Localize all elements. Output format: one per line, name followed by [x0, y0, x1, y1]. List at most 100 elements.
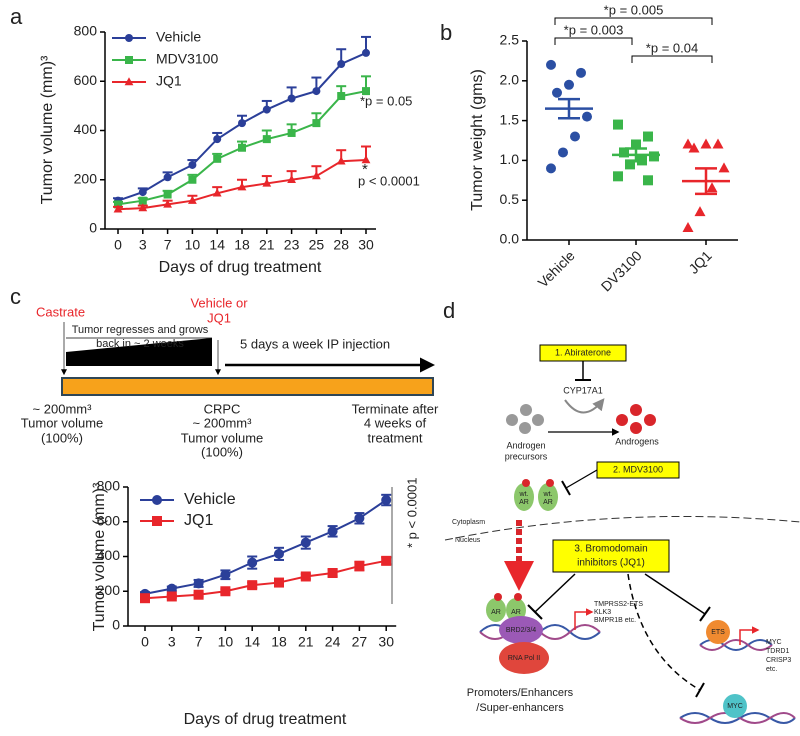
comparison-label: *p = 0.04: [646, 40, 698, 55]
marker: [125, 34, 133, 42]
marker: [213, 135, 222, 144]
marker: [546, 163, 556, 174]
treatment-label: JQ1: [207, 310, 231, 325]
inhibit-line: [534, 573, 576, 613]
x-tick-label: 25: [309, 237, 325, 253]
marker: [274, 548, 284, 559]
marker: [138, 188, 147, 197]
x-tick-label: 18: [271, 634, 287, 650]
marker: [643, 175, 653, 186]
nuclear-membrane: [444, 515, 800, 541]
marker: [336, 156, 346, 165]
crpc-label: (100%): [201, 444, 243, 459]
x-axis-label: Days of drug treatment: [159, 259, 322, 276]
marker: [287, 94, 296, 103]
transcription-arrow: [574, 608, 594, 630]
marker: [193, 589, 204, 600]
marker: [300, 571, 311, 582]
polymerase: [499, 642, 549, 674]
marker: [274, 577, 284, 588]
regression-wedge: [66, 338, 212, 366]
drug-box: [552, 539, 670, 573]
regress-label: Tumor regresses and grows: [72, 324, 209, 336]
marker: [337, 92, 346, 101]
y-tick-label: 0.5: [500, 191, 520, 207]
y-tick-label: 600: [74, 72, 98, 88]
brd: [499, 616, 543, 644]
marker: [337, 60, 346, 69]
target-gene: KLK3: [594, 609, 611, 616]
marker: [619, 147, 629, 158]
androgen-label: Androgens: [615, 436, 659, 446]
target-gene: etc.: [766, 666, 777, 673]
injection-label: 5 days a week IP injection: [240, 336, 390, 351]
marker: [166, 591, 177, 602]
legend-label: Vehicle: [156, 29, 201, 45]
marker: [558, 147, 568, 158]
crpc-label: Tumor volume: [181, 430, 264, 445]
y-tick-label: 800: [97, 478, 121, 494]
ets: [706, 620, 730, 644]
precursor-label: Androgen: [506, 440, 545, 450]
myc-label: MYC: [727, 703, 743, 710]
marker: [613, 171, 623, 182]
inhibit-bar: [561, 480, 571, 496]
y-tick-label: 400: [74, 121, 98, 137]
y-axis-label: Tumor volume (mm)³: [91, 482, 108, 631]
marker: [220, 586, 231, 597]
terminate-label: Terminate after: [352, 401, 439, 416]
legend-label: MDV3100: [156, 51, 218, 67]
marker: [163, 173, 172, 182]
x-tick-label: 21: [259, 237, 275, 253]
marker: [312, 119, 321, 128]
polymerase-label: RNA Pol II: [508, 655, 540, 662]
marker: [570, 131, 580, 142]
dna: [679, 712, 796, 724]
marker: [576, 67, 586, 78]
marker: [152, 495, 162, 505]
marker: [188, 195, 197, 204]
annotation: * p < 0.0001: [404, 478, 419, 548]
comparison-bracket: [554, 17, 713, 25]
marker: [312, 171, 321, 180]
x-tick-label: 3: [168, 634, 176, 650]
transcription-arrow: [739, 626, 760, 645]
marker: [287, 128, 296, 137]
dna: [699, 639, 773, 651]
precursor-molecules: [506, 404, 544, 434]
marker: [262, 105, 271, 114]
marker: [247, 580, 258, 591]
marker: [262, 135, 271, 144]
marker: [312, 87, 321, 96]
x-tick-label: 7: [195, 634, 203, 650]
receptor-label: AR: [519, 499, 529, 506]
x-tick-label: 30: [378, 634, 394, 650]
marker: [220, 569, 231, 580]
marker: [166, 583, 177, 594]
legend-label: Vehicle: [184, 491, 236, 508]
x-tick-label: 23: [284, 237, 300, 253]
marker: [114, 200, 122, 209]
regress-label: back in ~ 2 weeks: [96, 338, 184, 350]
receptor-label: AR: [491, 609, 501, 616]
marker: [138, 196, 147, 205]
x-tick-label: 7: [164, 237, 172, 253]
compartment-label: Cytoplasm: [452, 519, 485, 526]
marker: [262, 178, 272, 187]
marker: [706, 182, 718, 193]
conversion-arrow: [564, 398, 605, 414]
marker: [682, 222, 694, 233]
marker: [649, 151, 659, 162]
marker: [613, 119, 623, 130]
marker: [643, 131, 653, 142]
x-tick-label: 27: [352, 634, 368, 650]
enzyme-label: CYP17A1: [563, 385, 603, 395]
marker: [193, 578, 204, 589]
y-tick-label: 0: [112, 617, 120, 633]
x-tick-label: 3: [139, 237, 147, 253]
annotation: *p = 0.05: [360, 93, 412, 108]
marker: [140, 593, 150, 604]
y-axis-label: Tumor weight (gms): [469, 69, 486, 211]
y-tick-label: 0: [89, 220, 97, 236]
panel-label: c: [10, 284, 21, 309]
